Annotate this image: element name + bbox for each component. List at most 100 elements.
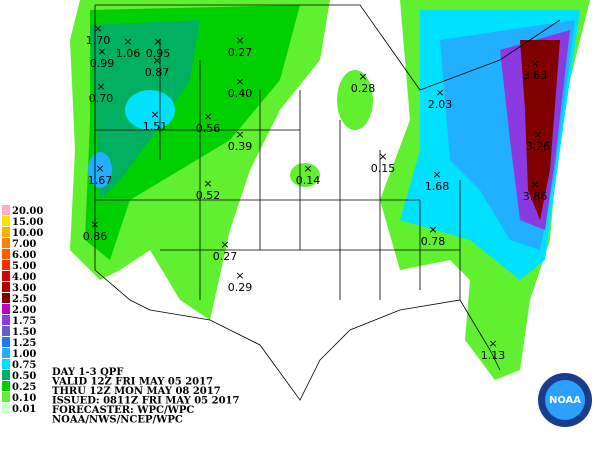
qpf-label: 0.99 [90, 57, 115, 70]
qpf-label: 1.67 [88, 174, 113, 187]
marker-x: × [358, 70, 367, 83]
legend-swatch [2, 370, 10, 380]
marker-x: × [90, 218, 99, 231]
legend-label: 20.00 [12, 206, 43, 217]
legend-swatch [2, 260, 10, 270]
marker-x: × [123, 35, 132, 48]
marker-x: × [220, 238, 229, 251]
legend-swatch [2, 249, 10, 259]
qpf-label: 0.27 [228, 46, 253, 59]
legend-label: 5.00 [12, 261, 36, 272]
header-line: VALID 12Z FRI MAY 05 2017 [51, 377, 213, 388]
qpf-label: 3.86 [523, 190, 548, 203]
qpf-label: 0.29 [228, 281, 253, 294]
legend-label: 1.00 [12, 349, 36, 360]
legend-label: 0.50 [12, 371, 36, 382]
legend-swatch [2, 315, 10, 325]
qpf-label: 1.68 [425, 180, 450, 193]
legend-swatch [2, 216, 10, 226]
legend-label: 7.00 [12, 239, 36, 250]
logo-text: NOAA [549, 395, 581, 406]
qpf-label: 1.70 [86, 34, 111, 47]
legend-label: 2.50 [12, 294, 36, 305]
legend-swatch [2, 282, 10, 292]
qpf-label: 1.13 [481, 349, 506, 362]
legend-label: 6.00 [12, 250, 36, 261]
qpf-label: 0.86 [83, 230, 108, 243]
header-line: THRU 12Z MON MAY 08 2017 [52, 386, 221, 397]
marker-x: × [96, 80, 105, 93]
legend-swatch [2, 326, 10, 336]
legend-label: 1.50 [12, 327, 36, 338]
header-line: ISSUED: 0811Z FRI MAY 05 2017 [52, 396, 239, 407]
marker-x: × [97, 45, 106, 58]
legend: 20.0015.0010.007.006.005.004.003.002.502… [2, 205, 43, 415]
header-line: NOAA/NWS/NCEP/WPC [52, 415, 183, 426]
qpf-label: 0.87 [145, 66, 170, 79]
legend-label: 4.00 [12, 272, 36, 283]
legend-label: 3.00 [12, 283, 36, 294]
qpf-label: 0.15 [371, 162, 396, 175]
marker-x: × [488, 337, 497, 350]
marker-x: × [530, 178, 539, 191]
marker-x: × [93, 22, 102, 35]
boundaries [94, 4, 561, 401]
legend-label: 0.25 [12, 382, 36, 393]
legend-label: 0.10 [12, 393, 36, 404]
qpf-label: 0.70 [89, 92, 114, 105]
legend-label: 15.00 [12, 217, 43, 228]
qpf-label: 0.95 [146, 47, 171, 60]
map-labels: ×1.70 ×1.06×0.95×0.99 ×0.87×0.27×0.70×0.40… [83, 22, 551, 362]
qpf-label: 0.28 [351, 82, 376, 95]
legend-swatch [2, 271, 10, 281]
qpf-label: 0.52 [196, 189, 221, 202]
legend-swatch [2, 348, 10, 358]
legend-swatch [2, 238, 10, 248]
qpf-label: 0.39 [228, 140, 253, 153]
marker-x: × [235, 75, 244, 88]
qpf-label: 1.51 [143, 120, 168, 133]
legend-swatch [2, 359, 10, 369]
legend-label: 0.01 [12, 404, 36, 415]
qpf-label: 0.14 [296, 174, 321, 187]
legend-label: 0.75 [12, 360, 36, 371]
marker-x: × [533, 128, 542, 141]
legend-label: 1.25 [12, 338, 36, 349]
marker-x: × [428, 223, 437, 236]
marker-x: × [152, 54, 161, 67]
marker-x: × [203, 177, 212, 190]
marker-x: × [235, 269, 244, 282]
marker-x: × [203, 110, 212, 123]
legend-swatch [2, 293, 10, 303]
legend-swatch [2, 337, 10, 347]
qpf-label: 3.63 [523, 69, 548, 82]
marker-x: × [95, 162, 104, 175]
header-line: DAY 1-3 QPF [52, 367, 123, 378]
qpf-label: 0.27 [213, 250, 238, 263]
legend-label: 1.75 [12, 316, 36, 327]
qpf-label: 0.40 [228, 87, 253, 100]
marker-x: × [435, 86, 444, 99]
legend-label: 10.00 [12, 228, 43, 239]
marker-x: × [378, 150, 387, 163]
legend-swatch [2, 227, 10, 237]
marker-x: × [150, 108, 159, 121]
legend-swatch [2, 381, 10, 391]
marker-x: × [432, 168, 441, 181]
qpf-label: 2.03 [428, 98, 453, 111]
marker-x: × [235, 34, 244, 47]
qpf-label: 0.78 [421, 235, 446, 248]
marker-x: × [530, 57, 539, 70]
qpf-label: 3.26 [526, 140, 551, 153]
legend-swatch [2, 304, 10, 314]
qpf-label: 1.06 [116, 47, 141, 60]
qpf-label: 0.56 [196, 122, 221, 135]
legend-swatch [2, 205, 10, 215]
marker-x: × [153, 35, 162, 48]
legend-label: 2.00 [12, 305, 36, 316]
header-line: FORECASTER: WPC/WPC [52, 405, 194, 416]
marker-x: × [303, 162, 312, 175]
logo: NOAA [538, 373, 592, 427]
